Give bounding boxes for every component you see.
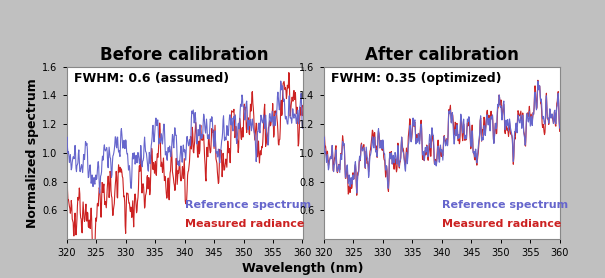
Text: Wavelength (nm): Wavelength (nm) (242, 262, 363, 275)
Text: Measured radiance: Measured radiance (442, 219, 561, 229)
Text: FWHM: 0.6 (assumed): FWHM: 0.6 (assumed) (74, 72, 229, 85)
Title: After calibration: After calibration (365, 46, 518, 64)
Title: Before calibration: Before calibration (100, 46, 269, 64)
Text: Reference spectrum: Reference spectrum (442, 200, 567, 210)
Text: Measured radiance: Measured radiance (185, 219, 304, 229)
Text: FWHM: 0.35 (optimized): FWHM: 0.35 (optimized) (331, 72, 502, 85)
Text: Reference spectrum: Reference spectrum (185, 200, 310, 210)
Y-axis label: Normalized spectrum: Normalized spectrum (27, 78, 39, 228)
